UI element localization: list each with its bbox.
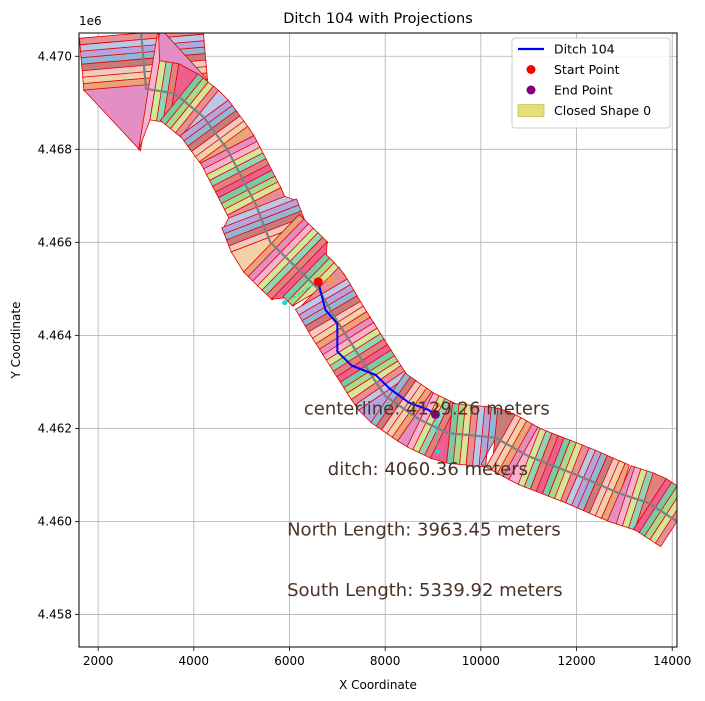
south-projection-line [284,281,319,304]
end-point [430,409,440,419]
legend-box [511,37,671,129]
legend-patch-swatch [517,104,545,117]
north-projection-end-point [435,402,441,408]
x-tick-label: 6000 [274,654,305,668]
y-tick-label: 4.464 [38,328,72,342]
y-tick-label: 4.458 [38,607,72,621]
south-projection-end-line [434,414,439,452]
legend-label: Ditch 104 [554,42,615,57]
south-projection-end-point [435,449,441,455]
x-tick-label: 10000 [462,654,500,668]
plot-frame [78,32,678,648]
annotation-text: ditch: 4060.36 meters [328,459,528,480]
legend-label: Closed Shape 0 [554,103,651,118]
x-axis-label: X Coordinate [339,678,417,692]
y-axis: 4.458 4.460 4.462 4.464 4.466 4.468 4.470 [38,49,79,621]
river-shape [649,497,677,545]
x-axis: 2000 4000 6000 8000 10000 12000 14000 [83,647,691,668]
y-axis-label: Y Coordinate [9,302,23,380]
x-tick-label: 4000 [179,654,210,668]
centerline-path [140,33,677,523]
north-projection-point [327,277,333,283]
y-tick-label: 4.468 [38,142,72,156]
river-shape [643,485,677,541]
y-tick-label: 4.462 [38,421,72,435]
chart-title: Ditch 104 with Projections [283,11,473,27]
y-tick-label: 4.470 [38,49,72,63]
annotations: centerline: 4129.26 meters ditch: 4060.36… [287,398,563,600]
annotation-text: South Length: 5339.92 meters [287,580,563,601]
legend-label: Start Point [554,62,620,77]
annotation-text: North Length: 3963.45 meters [287,519,561,540]
y-offset-label: 1e6 [79,14,102,28]
south-projection-point [282,300,288,306]
x-tick-label: 12000 [557,654,595,668]
x-tick-label: 14000 [653,654,691,668]
y-tick-label: 4.460 [38,514,72,528]
ditch-104-line [317,281,436,416]
start-point [313,277,323,287]
legend-point-swatch [526,65,536,74]
x-tick-label: 8000 [370,654,401,668]
series-marks [313,277,440,419]
y-tick-label: 4.466 [38,235,72,249]
x-tick-label: 2000 [83,654,114,668]
legend-label: End Point [554,83,613,98]
legend-point-swatch [526,85,536,95]
annotation-text: centerline: 4129.26 meters [304,398,550,419]
legend: Ditch 104 Start Point End Point Closed Shap… [511,37,671,129]
